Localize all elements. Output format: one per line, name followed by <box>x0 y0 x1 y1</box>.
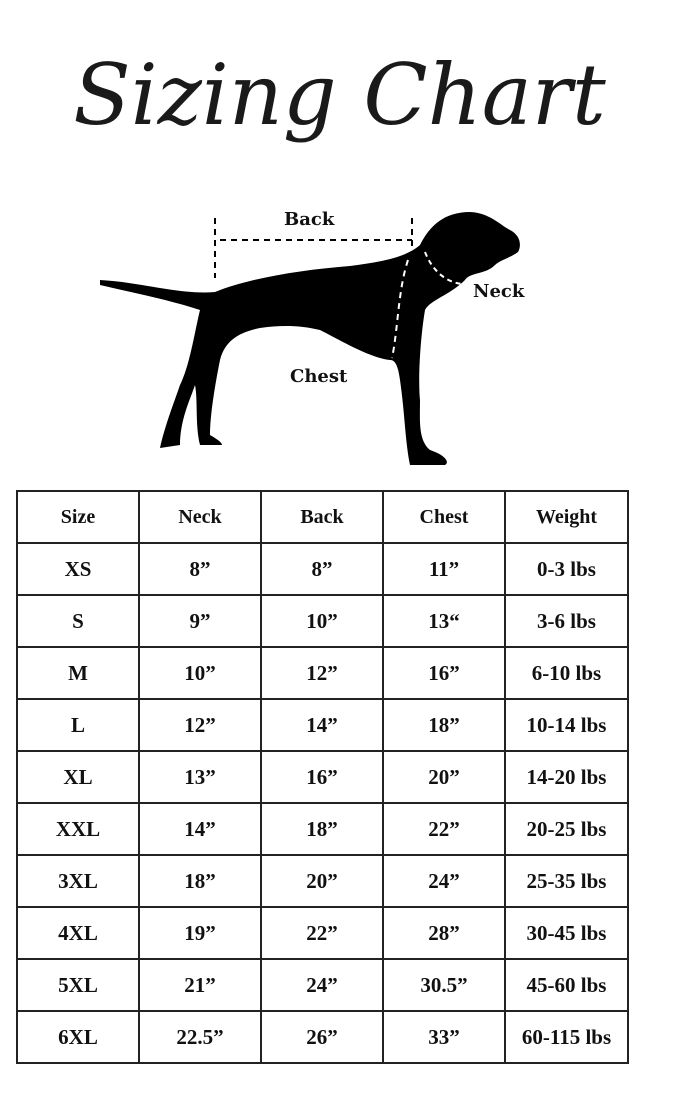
cell-back: 12” <box>260 646 384 700</box>
cell-weight: 30-45 lbs <box>504 906 629 960</box>
table-row: 5XL 21” 24” 30.5” 45-60 lbs <box>16 958 629 1012</box>
cell-weight: 45-60 lbs <box>504 958 629 1012</box>
table-row: XS 8” 8” 11” 0-3 lbs <box>16 542 629 596</box>
dog-measurement-diagram: Back Neck Chest <box>0 200 679 480</box>
table-row: L 12” 14” 18” 10-14 lbs <box>16 698 629 752</box>
cell-chest: 18” <box>382 698 506 752</box>
cell-chest: 24” <box>382 854 506 908</box>
cell-weight: 14-20 lbs <box>504 750 629 804</box>
cell-neck: 13” <box>138 750 262 804</box>
cell-neck: 22.5” <box>138 1010 262 1064</box>
table-header-row: Size Neck Back Chest Weight <box>16 490 629 544</box>
cell-neck: 8” <box>138 542 262 596</box>
table-row: 6XL 22.5” 26” 33” 60-115 lbs <box>16 1010 629 1064</box>
cell-size: XL <box>16 750 140 804</box>
neck-label: Neck <box>473 281 525 302</box>
cell-back: 18” <box>260 802 384 856</box>
cell-neck: 19” <box>138 906 262 960</box>
table-row: 3XL 18” 20” 24” 25-35 lbs <box>16 854 629 908</box>
back-label: Back <box>284 209 335 230</box>
cell-neck: 21” <box>138 958 262 1012</box>
cell-weight: 3-6 lbs <box>504 594 629 648</box>
header-weight: Weight <box>504 490 629 544</box>
cell-neck: 14” <box>138 802 262 856</box>
cell-size: XXL <box>16 802 140 856</box>
header-chest: Chest <box>382 490 506 544</box>
cell-size: L <box>16 698 140 752</box>
header-back: Back <box>260 490 384 544</box>
dog-silhouette-icon <box>100 212 520 465</box>
cell-chest: 20” <box>382 750 506 804</box>
cell-weight: 20-25 lbs <box>504 802 629 856</box>
chest-label: Chest <box>290 366 348 387</box>
cell-size: S <box>16 594 140 648</box>
cell-back: 26” <box>260 1010 384 1064</box>
cell-size: M <box>16 646 140 700</box>
cell-back: 16” <box>260 750 384 804</box>
cell-back: 24” <box>260 958 384 1012</box>
cell-size: 5XL <box>16 958 140 1012</box>
cell-back: 8” <box>260 542 384 596</box>
cell-neck: 9” <box>138 594 262 648</box>
cell-size: XS <box>16 542 140 596</box>
table-row: 4XL 19” 22” 28” 30-45 lbs <box>16 906 629 960</box>
cell-chest: 30.5” <box>382 958 506 1012</box>
cell-size: 3XL <box>16 854 140 908</box>
cell-size: 6XL <box>16 1010 140 1064</box>
sizing-table: Size Neck Back Chest Weight XS 8” 8” 11” 0-3… <box>16 490 629 1064</box>
cell-back: 20” <box>260 854 384 908</box>
page-title: Sizing Chart <box>73 46 606 144</box>
cell-weight: 60-115 lbs <box>504 1010 629 1064</box>
cell-weight: 0-3 lbs <box>504 542 629 596</box>
cell-neck: 10” <box>138 646 262 700</box>
cell-weight: 10-14 lbs <box>504 698 629 752</box>
table-row: XL 13” 16” 20” 14-20 lbs <box>16 750 629 804</box>
header-neck: Neck <box>138 490 262 544</box>
cell-size: 4XL <box>16 906 140 960</box>
cell-weight: 25-35 lbs <box>504 854 629 908</box>
cell-back: 22” <box>260 906 384 960</box>
cell-back: 14” <box>260 698 384 752</box>
cell-chest: 28” <box>382 906 506 960</box>
cell-chest: 16” <box>382 646 506 700</box>
header-size: Size <box>16 490 140 544</box>
cell-neck: 18” <box>138 854 262 908</box>
cell-weight: 6-10 lbs <box>504 646 629 700</box>
cell-chest: 22” <box>382 802 506 856</box>
table-row: M 10” 12” 16” 6-10 lbs <box>16 646 629 700</box>
cell-chest: 13“ <box>382 594 506 648</box>
table-row: XXL 14” 18” 22” 20-25 lbs <box>16 802 629 856</box>
table-row: S 9” 10” 13“ 3-6 lbs <box>16 594 629 648</box>
table-body: XS 8” 8” 11” 0-3 lbs S 9” 10” 13“ 3-6 lbs M 10” 12” 1… <box>16 542 629 1064</box>
cell-back: 10” <box>260 594 384 648</box>
cell-neck: 12” <box>138 698 262 752</box>
cell-chest: 33” <box>382 1010 506 1064</box>
cell-chest: 11” <box>382 542 506 596</box>
